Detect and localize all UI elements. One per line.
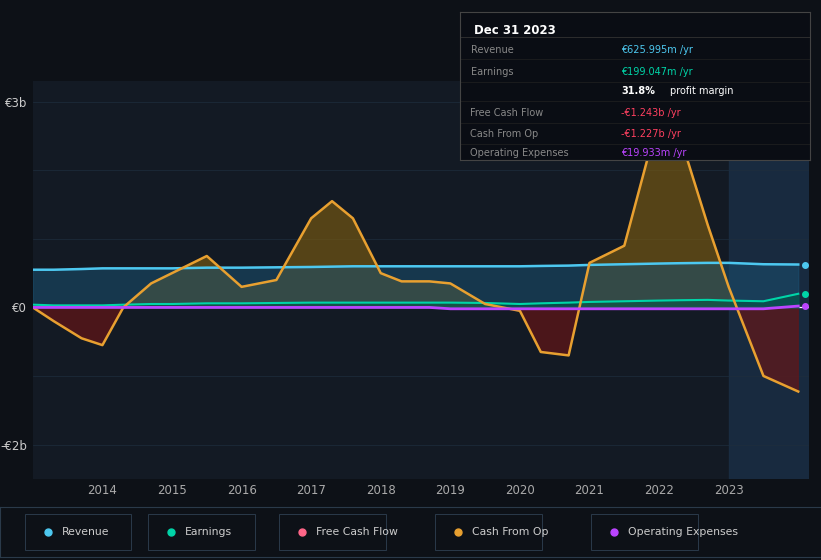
Text: €625.995m /yr: €625.995m /yr <box>621 45 693 54</box>
Text: Earnings: Earnings <box>470 67 513 77</box>
Text: Cash From Op: Cash From Op <box>472 527 548 537</box>
Text: €19.933m /yr: €19.933m /yr <box>621 148 686 158</box>
Bar <box>729 81 809 479</box>
Text: Earnings: Earnings <box>185 527 232 537</box>
Text: Operating Expenses: Operating Expenses <box>470 148 569 158</box>
Text: €199.047m /yr: €199.047m /yr <box>621 67 693 77</box>
Text: -€1.227b /yr: -€1.227b /yr <box>621 129 681 139</box>
Text: -€1.243b /yr: -€1.243b /yr <box>621 108 681 118</box>
Text: Revenue: Revenue <box>470 45 513 54</box>
Text: Operating Expenses: Operating Expenses <box>628 527 738 537</box>
Text: profit margin: profit margin <box>670 86 733 96</box>
Text: Free Cash Flow: Free Cash Flow <box>316 527 398 537</box>
Text: Dec 31 2023: Dec 31 2023 <box>474 24 556 37</box>
Text: 31.8%: 31.8% <box>621 86 655 96</box>
Text: Free Cash Flow: Free Cash Flow <box>470 108 544 118</box>
Text: Revenue: Revenue <box>62 527 109 537</box>
Text: Cash From Op: Cash From Op <box>470 129 539 139</box>
